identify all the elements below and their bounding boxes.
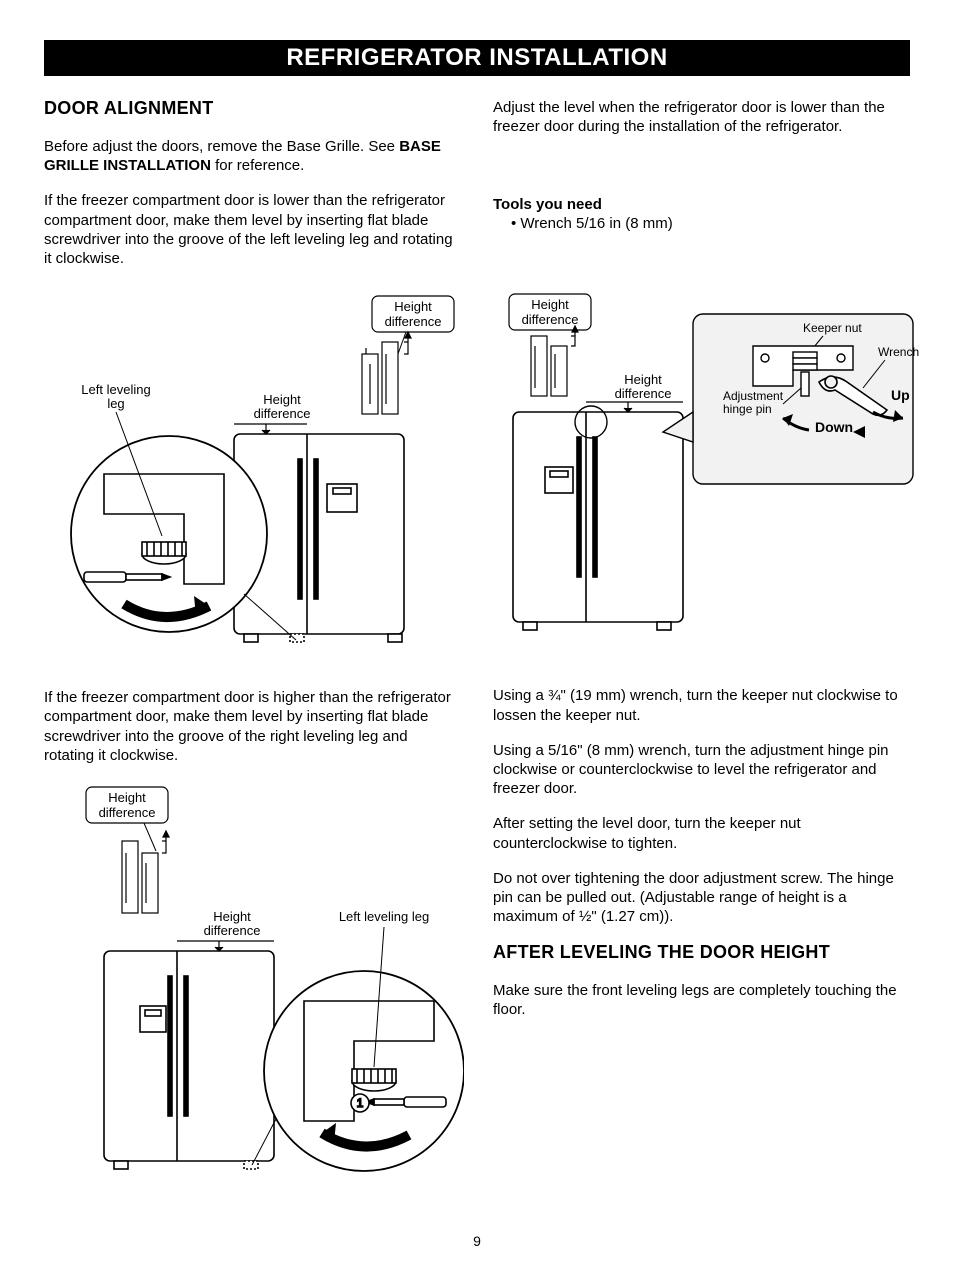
page-number: 9 xyxy=(44,1233,910,1249)
svg-text:Up: Up xyxy=(891,387,910,403)
svg-text:Height: Height xyxy=(624,372,662,387)
after-leveling-heading: AFTER LEVELING THE DOOR HEIGHT xyxy=(493,942,910,963)
tools-heading: Tools you need xyxy=(493,196,910,213)
svg-text:difference: difference xyxy=(522,312,579,327)
overtighten-warning-para: Do not over tightening the door adjustme… xyxy=(493,869,910,927)
diagram-leveling-right-leg: Height difference Height difference xyxy=(44,781,461,1201)
keeper-nut-tighten-para: After setting the level door, turn the k… xyxy=(493,814,910,852)
svg-text:Wrench: Wrench xyxy=(878,345,919,359)
height-diff-label-top: Height xyxy=(394,299,432,314)
svg-text:difference: difference xyxy=(254,406,311,421)
freezer-lower-para: If the freezer compartment door is lower… xyxy=(44,191,461,268)
svg-text:difference: difference xyxy=(385,314,442,329)
svg-text:difference: difference xyxy=(204,923,261,938)
svg-text:Left leveling: Left leveling xyxy=(81,382,150,397)
diagram-hinge-adjustment: Height difference Height difference xyxy=(493,292,910,662)
svg-text:Left leveling leg: Left leveling leg xyxy=(339,909,429,924)
intro-text-c: for reference. xyxy=(211,157,304,174)
left-column: DOOR ALIGNMENT Before adjust the doors, … xyxy=(44,98,461,1225)
svg-text:1: 1 xyxy=(357,1096,364,1110)
intro-text-a: Before adjust the doors, remove the Base… xyxy=(44,138,399,155)
adjust-level-intro: Adjust the level when the refrigerator d… xyxy=(493,98,910,136)
svg-text:Keeper nut: Keeper nut xyxy=(803,321,862,335)
svg-text:difference: difference xyxy=(99,805,156,820)
svg-text:hinge pin: hinge pin xyxy=(723,402,772,416)
diagram-leveling-left-leg: Height difference xyxy=(44,284,461,664)
svg-text:Height: Height xyxy=(213,909,251,924)
right-column: Adjust the level when the refrigerator d… xyxy=(493,98,910,1225)
after-leveling-para: Make sure the front leveling legs are co… xyxy=(493,981,910,1019)
door-alignment-heading: DOOR ALIGNMENT xyxy=(44,98,461,119)
keeper-nut-loosen-para: Using a ¾" (19 mm) wrench, turn the keep… xyxy=(493,686,910,724)
svg-text:Height: Height xyxy=(531,297,569,312)
door-alignment-intro: Before adjust the doors, remove the Base… xyxy=(44,137,461,175)
svg-text:Down: Down xyxy=(815,419,853,435)
svg-text:Adjustment: Adjustment xyxy=(723,389,784,403)
hinge-pin-adjust-para: Using a 5/16" (8 mm) wrench, turn the ad… xyxy=(493,741,910,799)
freezer-higher-para: If the freezer compartment door is highe… xyxy=(44,688,461,765)
svg-text:difference: difference xyxy=(615,386,672,401)
section-banner: REFRIGERATOR INSTALLATION xyxy=(44,40,910,76)
svg-text:Height: Height xyxy=(108,790,146,805)
svg-text:leg: leg xyxy=(107,396,124,411)
svg-text:Height: Height xyxy=(263,392,301,407)
tools-wrench-item: • Wrench 5/16 in (8 mm) xyxy=(511,215,910,232)
